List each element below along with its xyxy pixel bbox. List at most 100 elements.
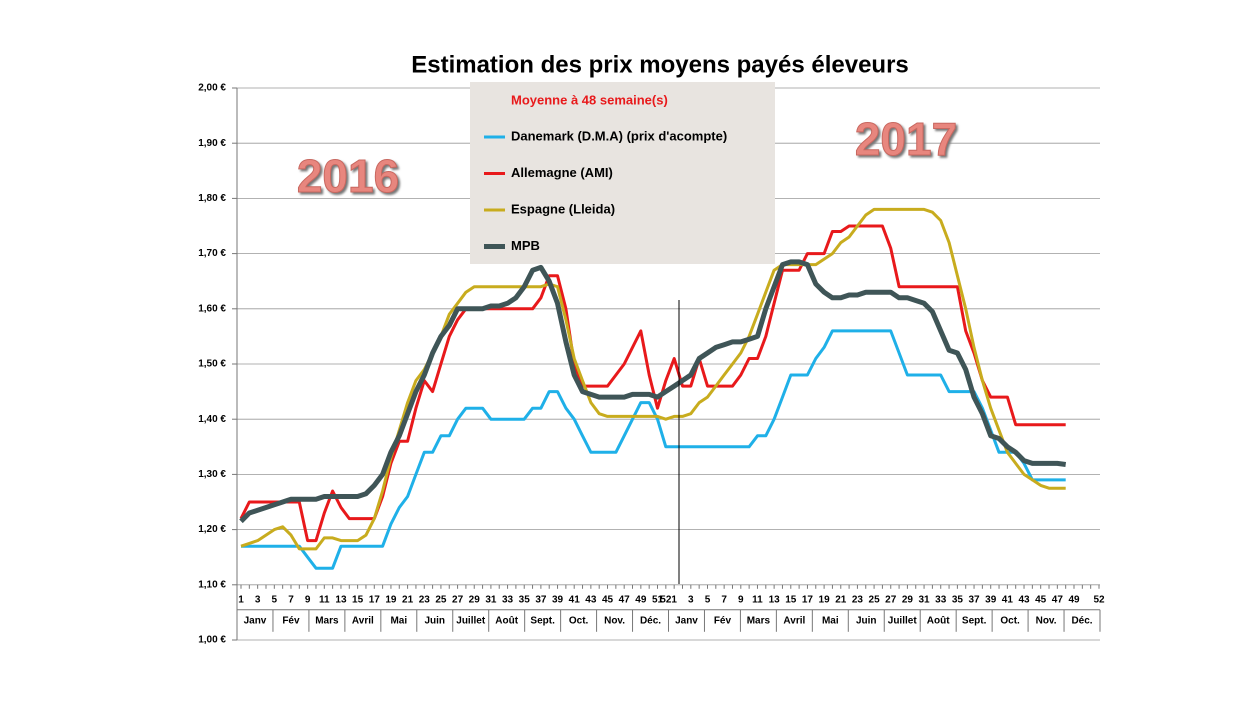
month-label: Avril: [783, 615, 805, 626]
y-tick-label: 1,00 €: [198, 635, 226, 646]
y-tick-label: 1,60 €: [198, 303, 226, 314]
month-label: Nov.: [1036, 615, 1057, 626]
x-tick-label: 45: [1035, 594, 1047, 605]
legend: Danemark (D.M.A) (prix d'acompte) Allemag…: [484, 128, 727, 253]
legend-label: Espagne (Lleida): [511, 201, 615, 216]
month-label: Août: [495, 615, 518, 626]
x-tick-label: 43: [585, 594, 597, 605]
legend-label: MPB: [511, 238, 540, 253]
x-tick-label: 21: [835, 594, 847, 605]
x-tick-label: 1: [238, 594, 244, 605]
x-tick-label: 3: [255, 594, 261, 605]
month-label: Juillet: [888, 615, 918, 626]
annotation: 2017: [855, 113, 957, 165]
legend-label: Allemagne (AMI): [511, 165, 613, 180]
month-label: Juin: [424, 615, 445, 626]
x-tick-label: 11: [752, 594, 763, 605]
x-tick-label: 1: [671, 594, 677, 605]
x-tick-label: 52: [660, 594, 672, 605]
month-label: Janv: [675, 615, 698, 626]
x-tick-label: 35: [952, 594, 964, 605]
x-tick-label: 25: [435, 594, 447, 605]
legend-label: Danemark (D.M.A) (prix d'acompte): [511, 128, 727, 143]
x-tick-label: 39: [552, 594, 564, 605]
month-label: Nov.: [604, 615, 625, 626]
x-tick-label: 5: [272, 594, 278, 605]
x-tick-label: 41: [1002, 594, 1014, 605]
y-tick-label: 1,80 €: [198, 193, 226, 204]
x-tick-label: 35: [519, 594, 531, 605]
annotation: 2016: [297, 150, 399, 202]
month-label: Sept.: [962, 615, 987, 626]
x-tick-label: 45: [602, 594, 614, 605]
month-label: Fév: [282, 615, 300, 626]
x-tick-label: 19: [819, 594, 831, 605]
month-label: Déc.: [640, 615, 661, 626]
month-label: Oct.: [569, 615, 589, 626]
x-tick-label: 15: [352, 594, 364, 605]
y-tick-label: 1,70 €: [198, 248, 226, 259]
x-tick-label: 13: [769, 594, 781, 605]
x-tick-label: 37: [535, 594, 547, 605]
y-tick-label: 1,90 €: [198, 138, 226, 149]
x-tick-label: 41: [569, 594, 581, 605]
x-tick-label: 33: [935, 594, 947, 605]
x-tick-label: 5: [705, 594, 711, 605]
x-tick-label: 29: [469, 594, 481, 605]
series-line: [240, 207, 1066, 551]
x-tick-label: 43: [1018, 594, 1030, 605]
month-label: Sept.: [530, 615, 555, 626]
series-line: [241, 329, 1066, 570]
chart-title: Estimation des prix moyens payés éleveur…: [411, 51, 909, 78]
x-tick-label: 31: [919, 594, 931, 605]
x-tick-label: 9: [305, 594, 311, 605]
legend-title: Moyenne à 48 semaine(s): [511, 92, 668, 107]
x-tick-label: 27: [452, 594, 464, 605]
month-label: Mai: [822, 615, 839, 626]
lines: [239, 207, 1067, 570]
x-tick-label: 19: [385, 594, 397, 605]
month-label: Mai: [390, 615, 407, 626]
x-tick-label: 39: [985, 594, 997, 605]
x-tick-label: 11: [319, 594, 330, 605]
x-tick-label: 21: [402, 594, 414, 605]
y-tick-label: 1,30 €: [198, 469, 226, 480]
month-label: Déc.: [1071, 615, 1092, 626]
x-tick-label: 52: [1093, 594, 1105, 605]
x-tick-label: 47: [1052, 594, 1064, 605]
y-tick-label: 1,50 €: [198, 359, 226, 370]
x-tick-label: 47: [619, 594, 631, 605]
x-tick-label: 17: [369, 594, 381, 605]
x-tick-label: 15: [785, 594, 797, 605]
y-tick-label: 1,40 €: [198, 414, 226, 425]
x-tick-label: 49: [1068, 594, 1080, 605]
x-tick-label: 9: [738, 594, 744, 605]
y-tick-label: 1,20 €: [198, 524, 226, 535]
x-tick-label: 7: [721, 594, 727, 605]
x-tick-label: 29: [902, 594, 914, 605]
x-tick-label: 23: [419, 594, 431, 605]
month-label: Août: [927, 615, 950, 626]
y-tick-label: 1,10 €: [198, 579, 226, 590]
month-label: Janv: [244, 615, 267, 626]
x-tick-label: 37: [968, 594, 980, 605]
x-tick-label: 31: [485, 594, 497, 605]
month-label: Mars: [747, 615, 771, 626]
month-label: Juillet: [456, 615, 486, 626]
x-tick-label: 51: [652, 594, 664, 605]
month-label: Fév: [714, 615, 732, 626]
x-tick-label: 33: [502, 594, 514, 605]
x-tick-label: 27: [885, 594, 897, 605]
series-line: [239, 259, 1067, 524]
legend-box: [470, 82, 775, 264]
month-label: Avril: [352, 615, 374, 626]
x-tick-label: 7: [288, 594, 294, 605]
x-tick-label: 17: [802, 594, 814, 605]
x-tick-label: 23: [852, 594, 864, 605]
y-tick-label: 2,00 €: [198, 83, 226, 94]
x-tick-label: 25: [869, 594, 881, 605]
axis-table: 1 3 5 7 9 11 13 15 17 19 21 23 25 27 29 31 33 35 37 39 41 43 4…: [236, 584, 1105, 632]
month-label: Juin: [856, 615, 877, 626]
x-tick-label: 49: [635, 594, 647, 605]
